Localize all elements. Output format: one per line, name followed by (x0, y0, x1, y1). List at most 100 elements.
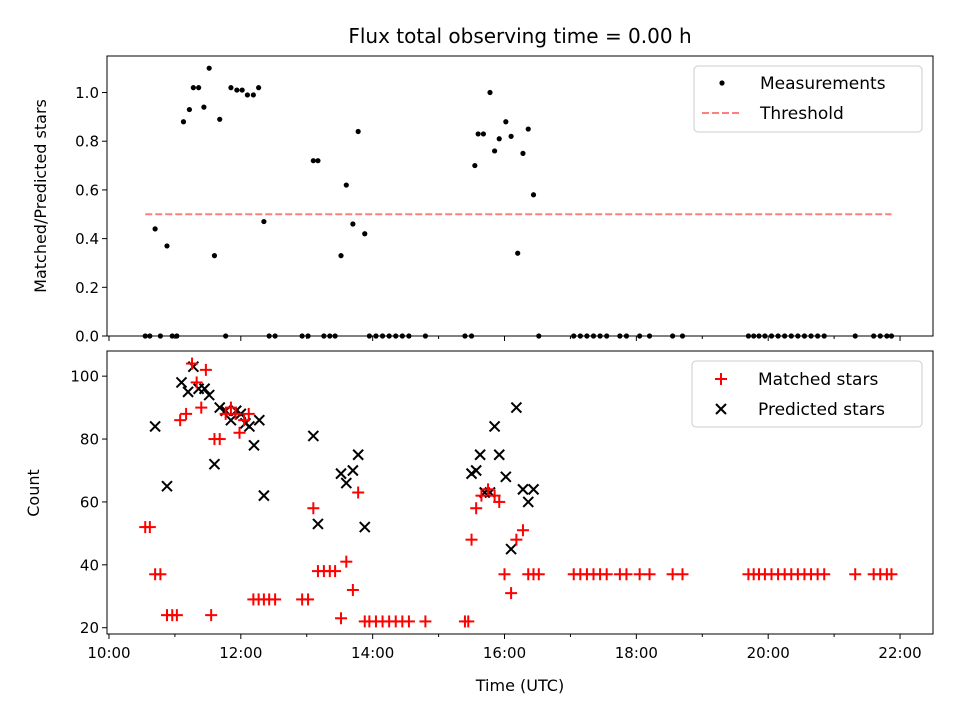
top-y-axis-label: Matched/Predicted stars (31, 99, 50, 293)
matched-star-point (532, 568, 545, 581)
measurement-point (487, 89, 493, 96)
matched-star-point (818, 568, 831, 581)
matched-stars-layer (139, 357, 898, 628)
measurement-point (186, 106, 193, 113)
measurement-point (503, 119, 509, 125)
predicted-star-point (510, 401, 523, 414)
bottom-y-tick-label: 60 (80, 493, 99, 511)
matched-star-point (676, 568, 689, 581)
predicted-star-point (335, 467, 347, 480)
legend-matched-marker (715, 373, 727, 385)
legend-matched-label: Matched stars (758, 370, 878, 390)
matched-star-point (465, 533, 478, 546)
matched-star-point (170, 609, 183, 622)
matched-star-point (180, 407, 193, 420)
measurement-point (217, 116, 223, 122)
matched-star-point (154, 568, 167, 581)
matched-star-point (302, 593, 315, 606)
predicted-star-point (505, 543, 517, 555)
bottom-y-tick-label: 100 (70, 368, 99, 386)
matched-star-point (643, 568, 656, 581)
bottom-x-axis: 10:00 12:00 14:00 16:00 18:00 20:00 22:00 (87, 634, 922, 662)
measurement-point (164, 243, 170, 249)
matched-star-point (516, 524, 529, 537)
matched-star-point (849, 568, 862, 581)
top-y-tick-label: 0.0 (75, 328, 99, 346)
measurement-point (362, 231, 368, 237)
matched-star-point (493, 495, 506, 508)
legend-threshold-label: Threshold (759, 104, 844, 124)
matched-star-point (885, 568, 898, 581)
predicted-star-point (500, 471, 512, 483)
predicted-star-point (307, 430, 320, 442)
predicted-star-point (340, 477, 353, 489)
x-tick-label: 10:00 (87, 644, 130, 662)
measurement-point (261, 218, 267, 225)
measurement-point (492, 148, 498, 154)
predicted-star-point (175, 376, 188, 389)
legend-measurements-label: Measurements (760, 74, 886, 94)
top-plot-frame (106, 55, 934, 337)
predicted-star-point (488, 420, 501, 433)
predicted-star-point (527, 483, 540, 496)
top-y-tick-label: 0.2 (75, 279, 99, 297)
matched-star-point (600, 568, 613, 581)
predicted-star-point (347, 464, 359, 477)
measurement-point (190, 85, 196, 91)
matched-star-point (620, 568, 633, 581)
predicted-stars-layer (149, 361, 540, 555)
predicted-star-point (517, 483, 529, 496)
matched-star-point (352, 486, 365, 499)
matched-star-point (340, 555, 353, 568)
x-tick-label: 12:00 (219, 644, 262, 662)
matched-star-point (419, 615, 432, 628)
matched-star-point (229, 407, 242, 420)
x-tick-label: 20:00 (747, 644, 790, 662)
predicted-star-point (243, 420, 256, 433)
predicted-star-point (352, 449, 364, 461)
measurement-point (343, 182, 349, 188)
bottom-y-axis-label: Count (24, 469, 43, 517)
measurement-point (520, 150, 526, 156)
top-y-tick-label: 0.4 (75, 230, 99, 248)
x-tick-label: 22:00 (878, 644, 921, 662)
bottom-legend-box (691, 360, 923, 428)
predicted-star-point (493, 449, 505, 461)
measurement-point (152, 226, 158, 232)
bottom-plot-frame (106, 350, 934, 635)
matched-star-point (462, 615, 475, 628)
matched-star-point (174, 414, 187, 427)
measurement-point (244, 92, 251, 98)
predicted-star-point (208, 458, 221, 470)
bottom-legend: Matched stars Predicted stars (691, 360, 923, 428)
predicted-star-point (182, 386, 194, 398)
matched-star-point (224, 401, 237, 414)
measurement-point (228, 85, 234, 91)
predicted-star-point (225, 414, 237, 426)
top-legend: Measurements Threshold (693, 65, 923, 133)
legend-predicted-label: Predicted stars (758, 400, 885, 420)
matched-star-point (238, 414, 251, 427)
legend-measurements-marker (719, 80, 725, 86)
matched-star-point (190, 376, 203, 389)
predicted-star-point (203, 389, 215, 401)
predicted-star-point (198, 383, 211, 395)
matched-star-point (199, 363, 212, 376)
matched-star-point (488, 489, 501, 502)
measurement-point (515, 250, 521, 256)
measurement-point (475, 131, 481, 137)
predicted-star-point (214, 401, 226, 414)
top-y-tick-label: 0.6 (75, 181, 99, 199)
measurement-point (201, 104, 207, 110)
matched-star-point (242, 407, 255, 420)
matched-star-point (329, 565, 342, 578)
predicted-star-point (253, 414, 265, 426)
measurement-point (211, 253, 218, 259)
measurement-point (508, 133, 514, 139)
matched-star-point (186, 357, 199, 370)
bottom-y-tick-label: 40 (80, 556, 99, 574)
matched-star-point (307, 502, 320, 515)
measurement-point (234, 87, 240, 93)
predicted-star-point (258, 489, 270, 502)
matched-star-point (233, 426, 246, 439)
